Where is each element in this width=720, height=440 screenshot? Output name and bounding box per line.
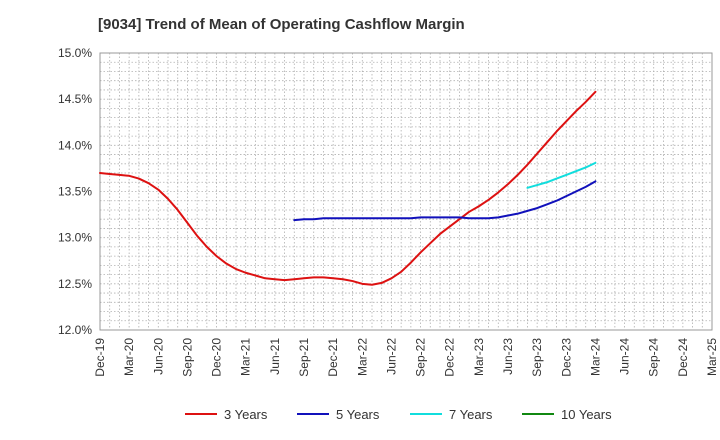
legend-item: 7 Years xyxy=(410,407,493,422)
x-tick-label: Jun-23 xyxy=(501,338,515,375)
x-tick-label: Mar-24 xyxy=(588,338,602,376)
y-tick-label: 12.5% xyxy=(58,277,92,291)
y-tick-label: 14.5% xyxy=(58,92,92,106)
x-tick-label: Sep-24 xyxy=(647,338,661,377)
x-tick-label: Sep-23 xyxy=(530,338,544,377)
series-line-5-years xyxy=(293,180,597,222)
chart-title: [9034] Trend of Mean of Operating Cashfl… xyxy=(98,16,465,33)
y-tick-label: 14.0% xyxy=(58,138,92,152)
x-tick-label: Dec-20 xyxy=(210,338,224,377)
x-tick-label: Dec-19 xyxy=(93,338,107,377)
y-tick-label: 15.0% xyxy=(58,46,92,60)
legend-item: 10 Years xyxy=(522,407,612,422)
x-tick-label: Mar-21 xyxy=(239,338,253,376)
y-tick-label: 12.0% xyxy=(58,323,92,337)
plot-border xyxy=(99,52,713,331)
x-tick-label: Dec-23 xyxy=(559,338,573,377)
x-tick-label: Jun-24 xyxy=(618,338,632,375)
x-tick-label: Sep-21 xyxy=(297,338,311,377)
legend-item: 3 Years xyxy=(185,407,268,422)
x-tick-label: Sep-22 xyxy=(414,338,428,377)
series-line-3-years xyxy=(99,90,597,286)
series-line-7-years xyxy=(526,161,597,189)
x-tick-label: Mar-20 xyxy=(122,338,136,376)
x-tick-label: Sep-20 xyxy=(180,338,194,377)
x-tick-label: Jun-20 xyxy=(151,338,165,375)
x-tick-label: Mar-25 xyxy=(705,338,719,376)
x-tick-label: Mar-23 xyxy=(472,338,486,376)
legend: 3 Years 5 Years 7 Years 10 Years xyxy=(185,407,612,422)
x-tick-label: Dec-21 xyxy=(326,338,340,377)
legend-label: 10 Years xyxy=(561,407,612,422)
grid xyxy=(100,53,712,330)
x-axis-ticks: Dec-19 Mar-20 Jun-20 Sep-20 Dec-20 Mar-21 Jun-… xyxy=(93,338,719,377)
x-tick-label: Dec-24 xyxy=(676,338,690,377)
legend-label: 7 Years xyxy=(449,407,493,422)
x-tick-label: Jun-22 xyxy=(384,338,398,375)
x-tick-label: Mar-22 xyxy=(355,338,369,376)
y-tick-label: 13.0% xyxy=(58,231,92,245)
legend-label: 3 Years xyxy=(224,407,268,422)
y-axis-ticks: 12.0% 12.5% 13.0% 13.5% 14.0% 14.5% 15.0% xyxy=(58,46,92,337)
x-tick-label: Jun-21 xyxy=(268,338,282,375)
series-lines xyxy=(99,90,597,286)
x-tick-label: Dec-22 xyxy=(443,338,457,377)
y-tick-label: 13.5% xyxy=(58,185,92,199)
legend-label: 5 Years xyxy=(336,407,380,422)
legend-item: 5 Years xyxy=(297,407,380,422)
